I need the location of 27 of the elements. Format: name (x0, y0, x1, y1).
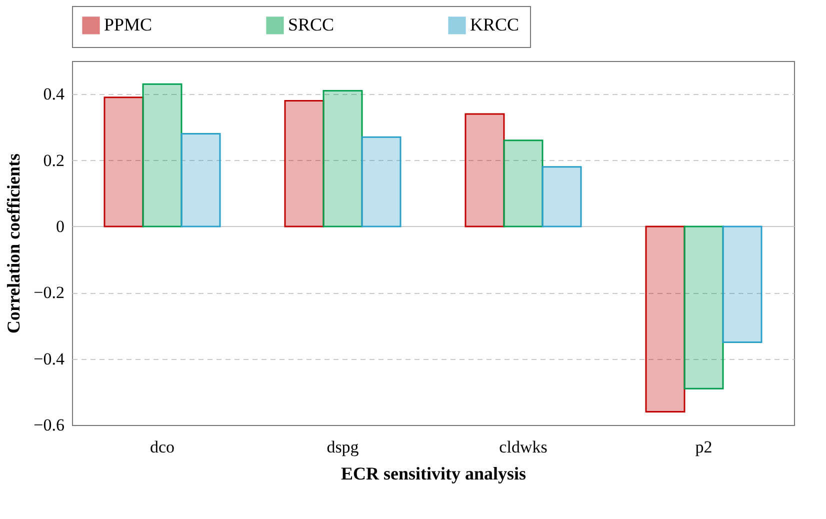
bar (180, 133, 221, 228)
y-tick-label: −0.6 (34, 416, 64, 434)
x-tick-label: dco (150, 438, 175, 456)
legend-label: PPMC (104, 14, 152, 34)
y-tick-label: −0.2 (34, 283, 64, 302)
legend-label: SRCC (288, 14, 334, 34)
bar (684, 226, 724, 390)
bar (722, 226, 762, 344)
y-tick-label: −0.4 (34, 349, 65, 368)
bar (284, 100, 324, 228)
bar (464, 113, 505, 228)
y-axis-title: Correlation coefficients (4, 153, 24, 334)
y-tick-label: 0.4 (43, 84, 65, 104)
x-axis-title: ECR sensitivity analysis (340, 464, 526, 484)
bar (503, 140, 544, 228)
bar (361, 136, 402, 228)
x-tick-label: cldwks (499, 438, 548, 456)
bar (645, 226, 686, 413)
x-tick-label: dspg (326, 438, 360, 456)
y-tick-label: 0 (56, 216, 64, 236)
bar (104, 96, 144, 228)
bar (322, 90, 363, 228)
bar (142, 83, 182, 228)
x-tick-label: p2 (695, 438, 712, 456)
legend-label: KRCC (470, 14, 520, 34)
bar (542, 166, 582, 228)
y-tick-label: 0.2 (43, 150, 64, 170)
